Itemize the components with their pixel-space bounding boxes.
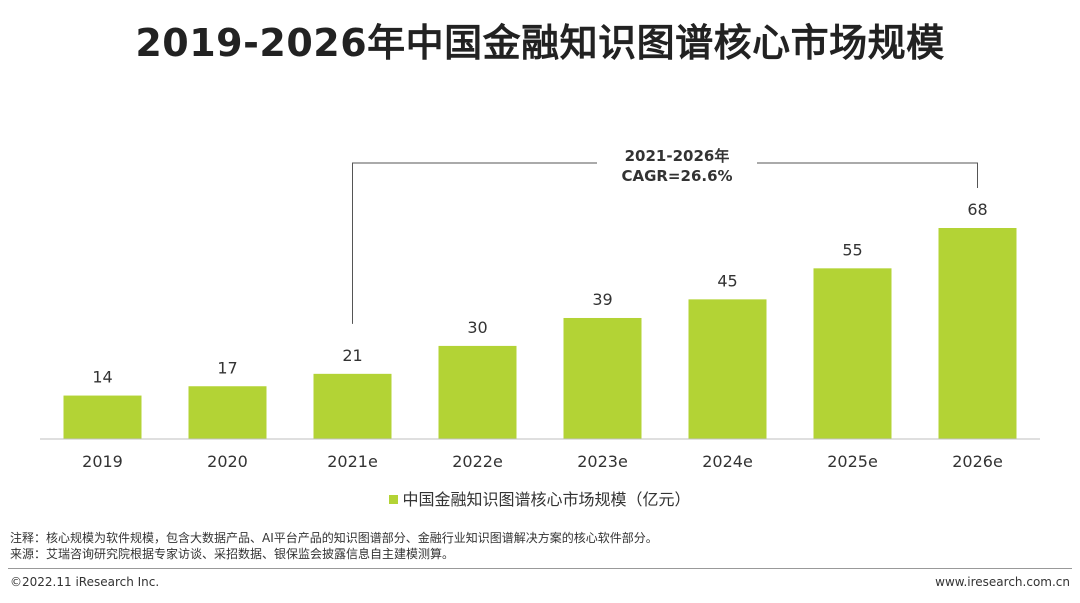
x-tick-2026e: 2026e: [952, 452, 1003, 471]
copyright: ©2022.11 iResearch Inc.: [10, 575, 160, 589]
bar-2026e: [938, 228, 1017, 439]
footer-divider: [8, 568, 1072, 569]
value-label-2025e: 55: [842, 240, 862, 259]
bars-layer: 14 2019 17 2020 21 2021e 30 2022e 39 2023e 45 2024e…: [63, 200, 1017, 471]
bar-2023e: [563, 317, 642, 439]
x-tick-2023e: 2023e: [577, 452, 628, 471]
website-link[interactable]: www.iresearch.com.cn: [935, 575, 1070, 589]
value-label-2023e: 39: [592, 290, 612, 309]
value-label-2024e: 45: [717, 271, 737, 290]
bar-2025e: [813, 268, 892, 439]
x-tick-2019: 2019: [82, 452, 123, 471]
cagr-bracket: 2021-2026年 CAGR=26.6%: [352, 147, 978, 324]
chart-title: 2019-2026年中国金融知识图谱核心市场规模: [135, 21, 945, 65]
bar-2020: [188, 386, 267, 439]
x-tick-2020: 2020: [207, 452, 248, 471]
cagr-bracket-right: [757, 162, 978, 188]
x-tick-2024e: 2024e: [702, 452, 753, 471]
x-tick-2022e: 2022e: [452, 452, 503, 471]
x-tick-2021e: 2021e: [327, 452, 378, 471]
bar-2022e: [438, 345, 517, 439]
x-tick-2025e: 2025e: [827, 452, 878, 471]
legend: 中国金融知识图谱核心市场规模（亿元）: [0, 486, 1080, 510]
value-label-2021e: 21: [342, 346, 362, 365]
value-label-2019: 14: [92, 368, 112, 387]
value-label-2020: 17: [217, 358, 237, 377]
bar-2019: [63, 395, 142, 439]
bar-2024e: [688, 299, 767, 439]
legend-label: 中国金融知识图谱核心市场规模（亿元）: [402, 490, 691, 509]
cagr-label-value: CAGR=26.6%: [621, 167, 732, 185]
bar-2021e: [313, 373, 392, 439]
legend-swatch: [389, 495, 399, 504]
value-label-2022e: 30: [467, 318, 487, 337]
value-label-2026e: 68: [967, 200, 987, 219]
cagr-label-period: 2021-2026年: [625, 147, 730, 165]
source-text: 来源：艾瑞咨询研究院根据专家访谈、采招数据、银保监会披露信息自主建模测算。: [10, 547, 455, 561]
notes: 注释：核心规模为软件规模，包含大数据产品、AI平台产品的知识图谱部分、金融行业知…: [10, 530, 658, 562]
note-text: 注释：核心规模为软件规模，包含大数据产品、AI平台产品的知识图谱部分、金融行业知…: [10, 531, 658, 545]
cagr-bracket-left: [352, 162, 597, 324]
